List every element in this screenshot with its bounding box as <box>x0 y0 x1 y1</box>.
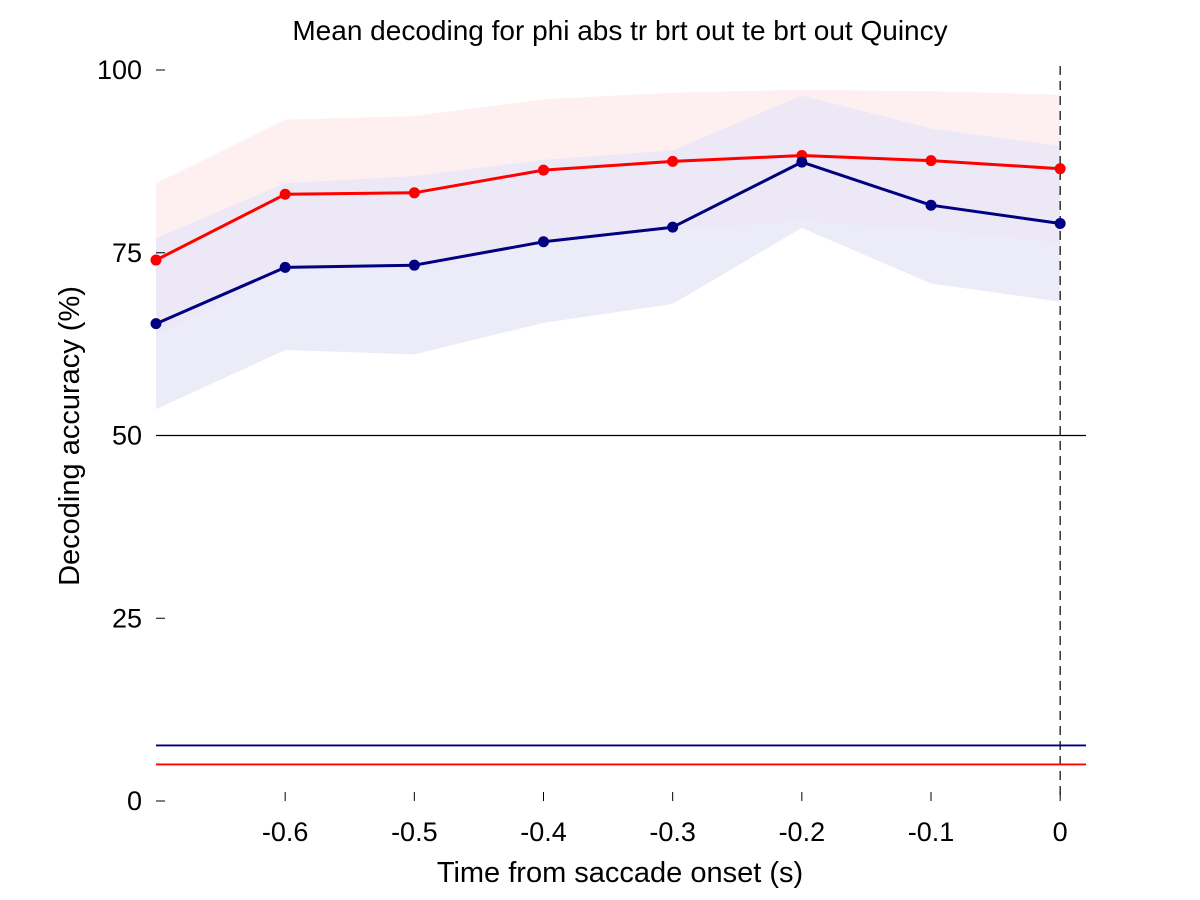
y-axis-label: Decoding accuracy (%) <box>54 286 86 586</box>
x-tick-label: -0.2 <box>779 817 826 847</box>
y-tick-label: 100 <box>97 55 142 85</box>
data-point <box>538 164 549 176</box>
series-lines <box>150 150 1066 330</box>
axes: 0 25 50 75 100 -0.6 -0.5 -0.4 -0.3 -0.2 -0.1 0 <box>97 55 1068 847</box>
data-point <box>1054 163 1066 175</box>
data-point <box>150 318 162 330</box>
data-point <box>150 254 162 266</box>
y-tick-label: 0 <box>127 786 142 816</box>
data-point <box>796 156 808 168</box>
x-tick-label: -0.1 <box>908 817 955 847</box>
confidence-bands <box>156 89 1061 410</box>
data-point <box>667 221 679 233</box>
chart-title: Mean decoding for phi abs tr brt out te … <box>292 15 947 46</box>
x-tick-label: -0.5 <box>391 817 438 847</box>
data-point <box>925 199 937 211</box>
y-tick-label: 50 <box>112 421 142 451</box>
y-tick-label: 25 <box>112 603 142 633</box>
data-point <box>408 259 420 271</box>
x-tick-label: 0 <box>1053 817 1068 847</box>
data-point <box>279 188 291 200</box>
series-line-1 <box>155 160 1061 326</box>
data-point <box>1054 218 1066 230</box>
x-tick-label: -0.6 <box>262 817 309 847</box>
series-line-0 <box>155 154 1061 262</box>
y-tick-label: 75 <box>112 238 142 268</box>
data-point <box>667 155 679 167</box>
data-point <box>408 187 420 199</box>
x-tick-label: -0.3 <box>649 817 696 847</box>
reference-lines <box>156 66 1086 801</box>
data-point <box>925 155 937 167</box>
data-point <box>538 236 549 248</box>
x-tick-label: -0.4 <box>520 817 567 847</box>
x-axis-label: Time from saccade onset (s) <box>437 857 803 889</box>
data-point <box>279 261 291 273</box>
